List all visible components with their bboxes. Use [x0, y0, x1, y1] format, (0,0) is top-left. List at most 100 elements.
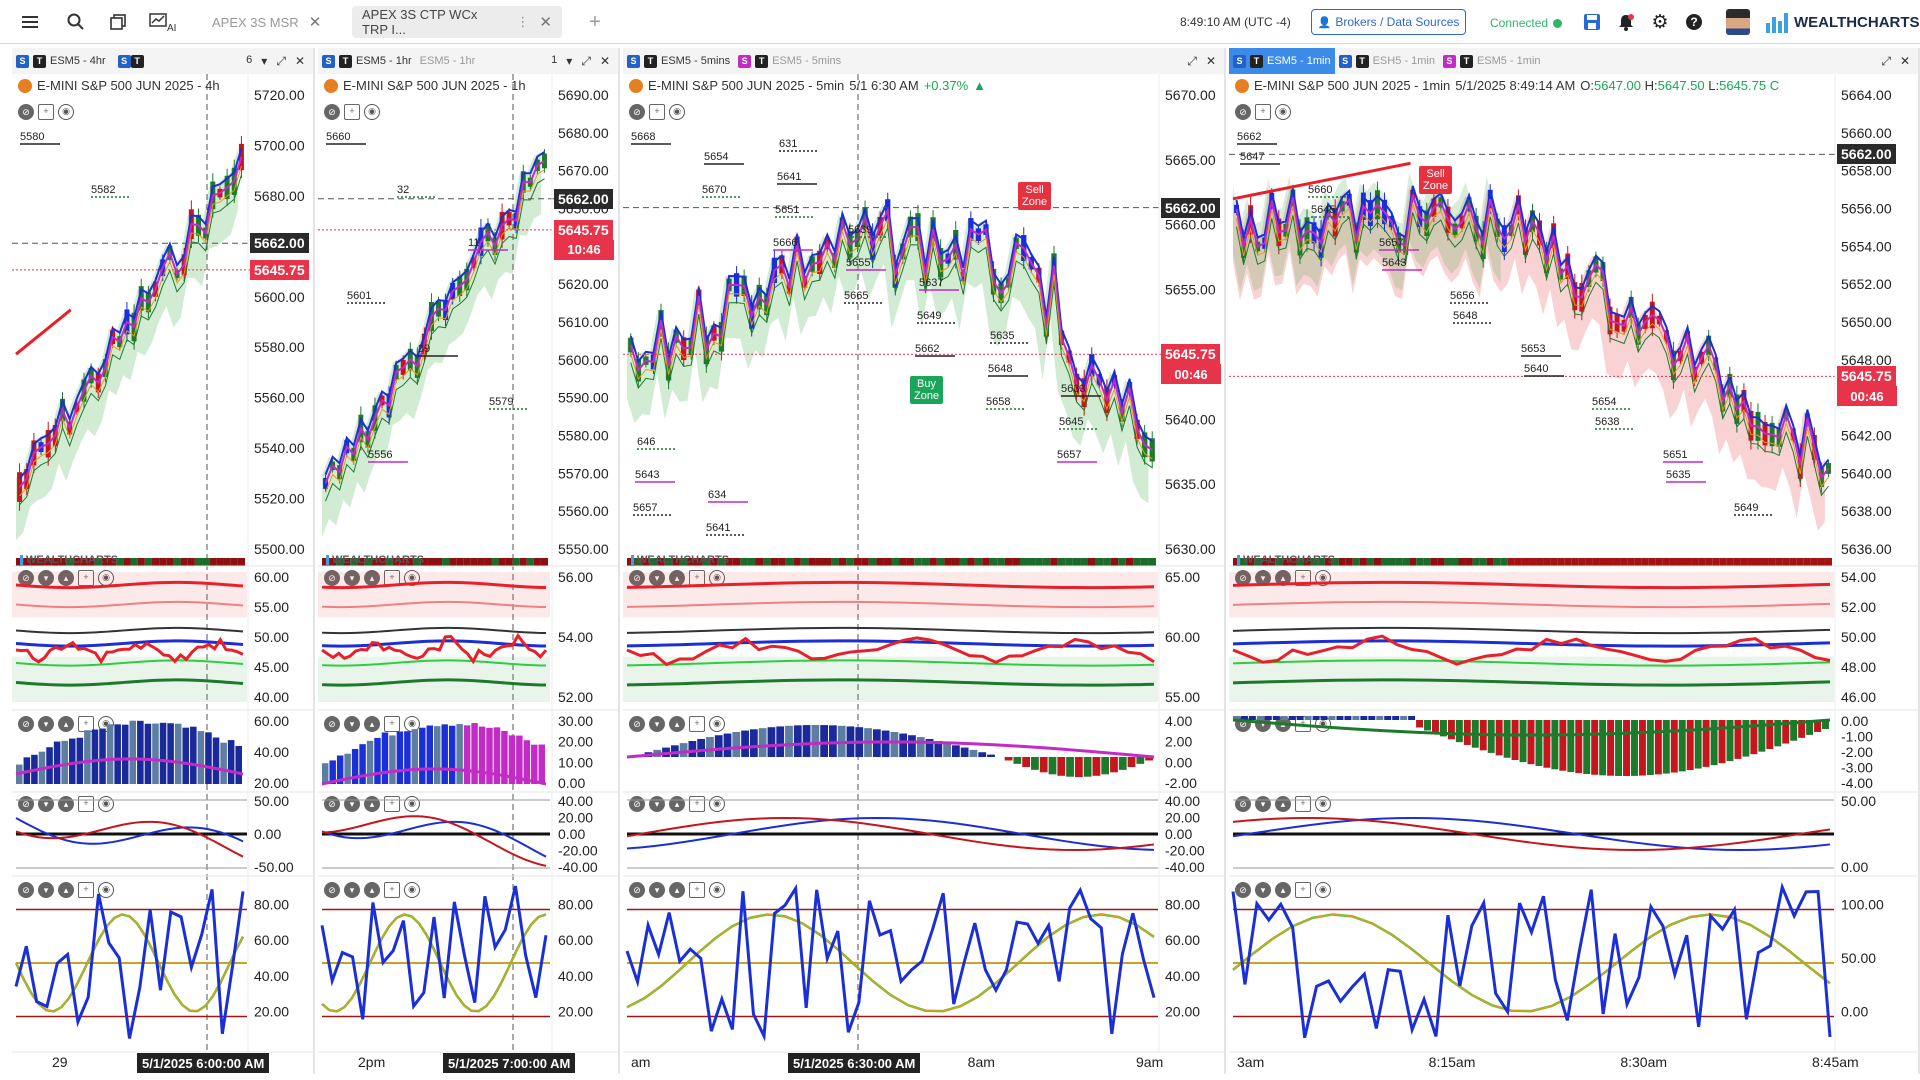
close-icon[interactable]: ✕ [308, 14, 322, 31]
badge-t-icon[interactable]: T [1250, 54, 1263, 68]
hide-icon[interactable]: ⊘ [18, 104, 34, 120]
hide-icon[interactable]: ⊘ [324, 716, 340, 732]
close-icon[interactable]: ✕ [1899, 53, 1910, 68]
add-icon[interactable]: + [689, 882, 705, 898]
badge-t-icon[interactable]: T [644, 54, 657, 68]
hide-icon[interactable]: ⊘ [1235, 882, 1251, 898]
move-down-icon[interactable]: ▾ [38, 882, 54, 898]
move-up-icon[interactable]: ▴ [58, 716, 74, 732]
help-icon[interactable]: ? [1684, 10, 1704, 34]
hide-icon[interactable]: ⊘ [324, 570, 340, 586]
move-up-icon[interactable]: ▴ [364, 570, 380, 586]
avatar[interactable] [1726, 9, 1750, 35]
badge-s-icon[interactable]: S [1338, 54, 1352, 68]
badge-t-icon[interactable]: T [1355, 54, 1369, 68]
hide-icon[interactable]: ⊘ [629, 882, 645, 898]
hide-icon[interactable]: ⊘ [18, 716, 34, 732]
eye-icon[interactable]: ◉ [364, 104, 380, 120]
tab-apex-msr[interactable]: APEX 3S MSR ✕ [202, 6, 331, 38]
panel-tab[interactable]: S T ESM5 - 1hr [318, 48, 416, 74]
expand-icon[interactable]: ⤢ [276, 53, 286, 68]
expand-icon[interactable]: ⤢ [581, 53, 591, 68]
trend-line[interactable] [1232, 161, 1411, 201]
hide-icon[interactable]: ⊘ [324, 882, 340, 898]
panel-extra-count[interactable]: 1 [551, 53, 558, 66]
move-down-icon[interactable]: ▾ [38, 716, 54, 732]
eye-icon[interactable]: ◉ [669, 104, 685, 120]
move-up-icon[interactable]: ▴ [58, 570, 74, 586]
badge-m-icon[interactable]: S [1442, 54, 1456, 68]
chevron-down-icon[interactable]: ▾ [261, 53, 268, 68]
move-down-icon[interactable]: ▾ [649, 882, 665, 898]
move-up-icon[interactable]: ▴ [669, 716, 685, 732]
copy-icon[interactable] [107, 10, 129, 34]
eye-icon[interactable]: ◉ [1275, 104, 1291, 120]
badge-t-icon[interactable]: T [130, 54, 144, 68]
add-icon[interactable]: + [78, 716, 94, 732]
badge-m-icon[interactable]: S [738, 54, 752, 68]
panel-extra-count[interactable]: 6 [246, 53, 253, 66]
trend-line[interactable] [15, 308, 72, 356]
move-down-icon[interactable]: ▾ [1255, 570, 1271, 586]
chart-svg[interactable]: 5660 32 11 5601 89 5579 5556 5690.00 5680.00 5670… [318, 48, 620, 1074]
chevron-down-icon[interactable]: ▾ [566, 53, 573, 68]
move-down-icon[interactable]: ▾ [344, 716, 360, 732]
brokers-button[interactable]: 👤 Brokers / Data Sources [1311, 9, 1466, 35]
panel-tab[interactable]: S T ESM5 - 4hr [12, 48, 110, 74]
eye-icon[interactable]: ◉ [98, 882, 114, 898]
search-icon[interactable] [65, 10, 87, 34]
panel-tab[interactable]: S T ESM5 - 1min [1229, 48, 1335, 74]
hide-icon[interactable]: ⊘ [324, 104, 340, 120]
chart-svg[interactable]: 558055825720.005700.005680.005620.005600… [12, 48, 315, 1074]
move-down-icon[interactable]: ▾ [38, 570, 54, 586]
add-icon[interactable]: + [1295, 882, 1311, 898]
add-icon[interactable]: + [38, 104, 54, 120]
add-icon[interactable]: + [689, 570, 705, 586]
move-up-icon[interactable]: ▴ [1275, 882, 1291, 898]
badge-t-icon[interactable]: T [1459, 54, 1473, 68]
hide-icon[interactable]: ⊘ [629, 716, 645, 732]
hide-icon[interactable]: ⊘ [1235, 104, 1251, 120]
add-icon[interactable]: + [1255, 104, 1271, 120]
panel-tab[interactable]: S T ESM5 - 1min [1439, 48, 1545, 74]
panel-tab[interactable]: S T ESM5 - 5mins [623, 48, 734, 74]
add-icon[interactable]: + [384, 882, 400, 898]
gear-icon[interactable]: ⚙ [1651, 11, 1669, 33]
badge-s-icon[interactable]: S [117, 54, 131, 68]
add-icon[interactable]: + [78, 570, 94, 586]
menu-icon[interactable] [20, 10, 42, 34]
hide-icon[interactable]: ⊘ [629, 104, 645, 120]
badge-s-icon[interactable]: S [627, 54, 640, 68]
badge-s-icon[interactable]: S [1233, 54, 1246, 68]
panel-tab[interactable]: S T ESM5 - 5mins [734, 48, 845, 74]
hide-icon[interactable]: ⊘ [18, 570, 34, 586]
move-down-icon[interactable]: ▾ [649, 716, 665, 732]
add-icon[interactable]: + [689, 716, 705, 732]
move-up-icon[interactable]: ▴ [669, 570, 685, 586]
chart-svg[interactable]: 5668 5670 5666 5665 5662 5658 5657 5657 5654 5651… [623, 48, 1226, 1074]
add-icon[interactable]: + [344, 104, 360, 120]
chart-svg[interactable]: 5662 5660 5657 5656 5653 5654 5651 5649 5647 5645… [1229, 48, 1920, 1074]
move-up-icon[interactable]: ▴ [364, 882, 380, 898]
plus-icon[interactable]: + [589, 10, 601, 33]
move-down-icon[interactable]: ▾ [1255, 882, 1271, 898]
badge-t-icon[interactable]: T [339, 54, 352, 68]
close-icon[interactable]: ✕ [599, 53, 610, 68]
add-icon[interactable]: + [78, 882, 94, 898]
save-icon[interactable] [1582, 10, 1602, 34]
kebab-icon[interactable]: ⋮ [516, 14, 530, 29]
move-down-icon[interactable]: ▾ [344, 882, 360, 898]
badge-s-icon[interactable]: S [322, 54, 335, 68]
hide-icon[interactable]: ⊘ [18, 882, 34, 898]
eye-icon[interactable]: ◉ [1315, 882, 1331, 898]
hide-icon[interactable]: ⊘ [1235, 570, 1251, 586]
tab-apex-ctp[interactable]: APEX 3S CTP WCx TRP I... ⋮ ✕ [352, 6, 562, 38]
eye-icon[interactable]: ◉ [709, 716, 725, 732]
ai-icon[interactable]: AI [148, 10, 180, 34]
badge-t-icon[interactable]: T [33, 54, 46, 68]
close-icon[interactable]: ✕ [294, 53, 305, 68]
expand-icon[interactable]: ⤢ [1881, 53, 1891, 68]
badge-t-icon[interactable]: T [755, 54, 769, 68]
hide-icon[interactable]: ⊘ [629, 570, 645, 586]
eye-icon[interactable]: ◉ [709, 882, 725, 898]
